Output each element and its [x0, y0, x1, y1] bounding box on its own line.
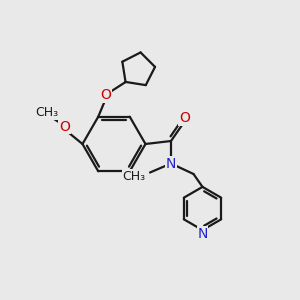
Text: N: N — [166, 157, 176, 170]
Text: CH₃: CH₃ — [122, 169, 146, 183]
Text: O: O — [100, 88, 111, 102]
Text: CH₃: CH₃ — [35, 106, 58, 119]
Text: O: O — [179, 111, 190, 125]
Text: O: O — [59, 120, 70, 134]
Text: N: N — [197, 227, 208, 241]
